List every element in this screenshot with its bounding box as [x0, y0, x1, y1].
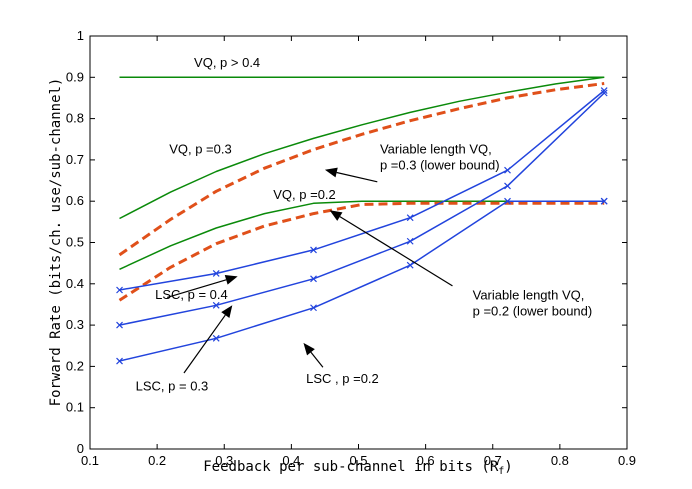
data-point-marker	[406, 237, 414, 245]
y-tick-label: 0.1	[66, 400, 84, 415]
annotation-arrow	[183, 305, 233, 374]
data-point-marker	[406, 261, 414, 269]
y-tick-label: 0.9	[66, 69, 84, 84]
ticks-group: 0.1 0.2 0.3 0.4 0.5 0.6 0.7 0.8 0.900.10.20.30.4…	[66, 28, 636, 468]
series-line-1	[119, 76, 605, 220]
arrows-group	[167, 167, 453, 374]
data-point-marker	[504, 182, 511, 190]
y-tick-label: 0.4	[66, 276, 84, 291]
y-tick-label: 0.5	[66, 235, 84, 250]
annotation-vq-p03: VQ, p =0.3	[169, 142, 232, 157]
y-tick-label: 0.2	[66, 358, 84, 373]
series-line-7	[119, 200, 605, 362]
series-line-2	[118, 82, 605, 257]
data-point-marker	[116, 321, 123, 329]
series-group	[116, 76, 608, 365]
annotation-arrow	[324, 167, 378, 183]
annotation-arrow	[329, 210, 453, 287]
y-tick-label: 0.8	[66, 111, 84, 126]
data-point-marker	[600, 87, 608, 94]
y-tick-label: 0.7	[66, 152, 84, 167]
x-tick-label: 0.1	[81, 453, 99, 468]
annotation-vq-p02: VQ, p =0.2	[273, 187, 336, 202]
x-tick-label: 0.7	[484, 453, 502, 468]
data-point-marker	[600, 197, 608, 205]
data-point-marker	[116, 357, 123, 365]
data-point-marker	[310, 246, 317, 254]
series-line-4	[118, 201, 605, 302]
x-tick-label: 0.8	[551, 453, 569, 468]
series-line-6	[119, 92, 605, 326]
x-tick-label: 0.3	[215, 453, 233, 468]
data-point-marker	[406, 214, 414, 222]
data-point-marker	[504, 197, 511, 205]
data-point-marker	[212, 301, 220, 309]
data-point-marker	[212, 334, 220, 342]
annotation-arrow	[303, 342, 324, 368]
x-tick-label: 0.5	[349, 453, 367, 468]
annotation-vlvq-p02: Variable length VQ, p =0.2 (lower bound)	[473, 287, 593, 318]
data-point-marker	[212, 270, 220, 277]
y-tick-label: 0.3	[66, 317, 84, 332]
x-tick-label: 0.2	[148, 453, 166, 468]
data-point-marker	[116, 286, 123, 294]
series-line-5	[119, 89, 605, 291]
y-tick-label: 0.6	[66, 193, 84, 208]
annotation-lsc-p03: LSC, p = 0.3	[136, 378, 209, 393]
x-axis-label: Feedback per sub-channel in bits (Rf)	[203, 459, 512, 477]
data-point-marker	[504, 166, 511, 174]
annotation-vlvq-p03: Variable length VQ, p =0.3 (lower bound)	[380, 142, 500, 173]
data-point-marker	[310, 304, 317, 312]
data-point-marker	[310, 275, 317, 283]
annotation-arrow	[167, 275, 238, 299]
x-axis-label-subscript: f	[498, 466, 504, 477]
y-axis-label: Forward Rate (bits/ch. use/sub-channel)	[48, 78, 64, 407]
annotation-lsc-p02: LSC , p =0.2	[306, 371, 379, 386]
y-tick-label: 1	[77, 28, 84, 43]
y-tick-label: 0	[77, 441, 84, 456]
x-tick-label: 0.9	[618, 453, 636, 468]
annotation-vq-p04: VQ, p > 0.4	[194, 55, 260, 70]
annotation-lsc-p04: LSC, p = 0.4	[155, 287, 228, 302]
x-tick-label: 0.6	[417, 453, 435, 468]
x-tick-label: 0.4	[282, 453, 300, 468]
data-point-marker	[600, 89, 608, 97]
annotations-group: VQ, p > 0.4 VQ, p =0.3 Variable length VQ,…	[136, 55, 593, 393]
